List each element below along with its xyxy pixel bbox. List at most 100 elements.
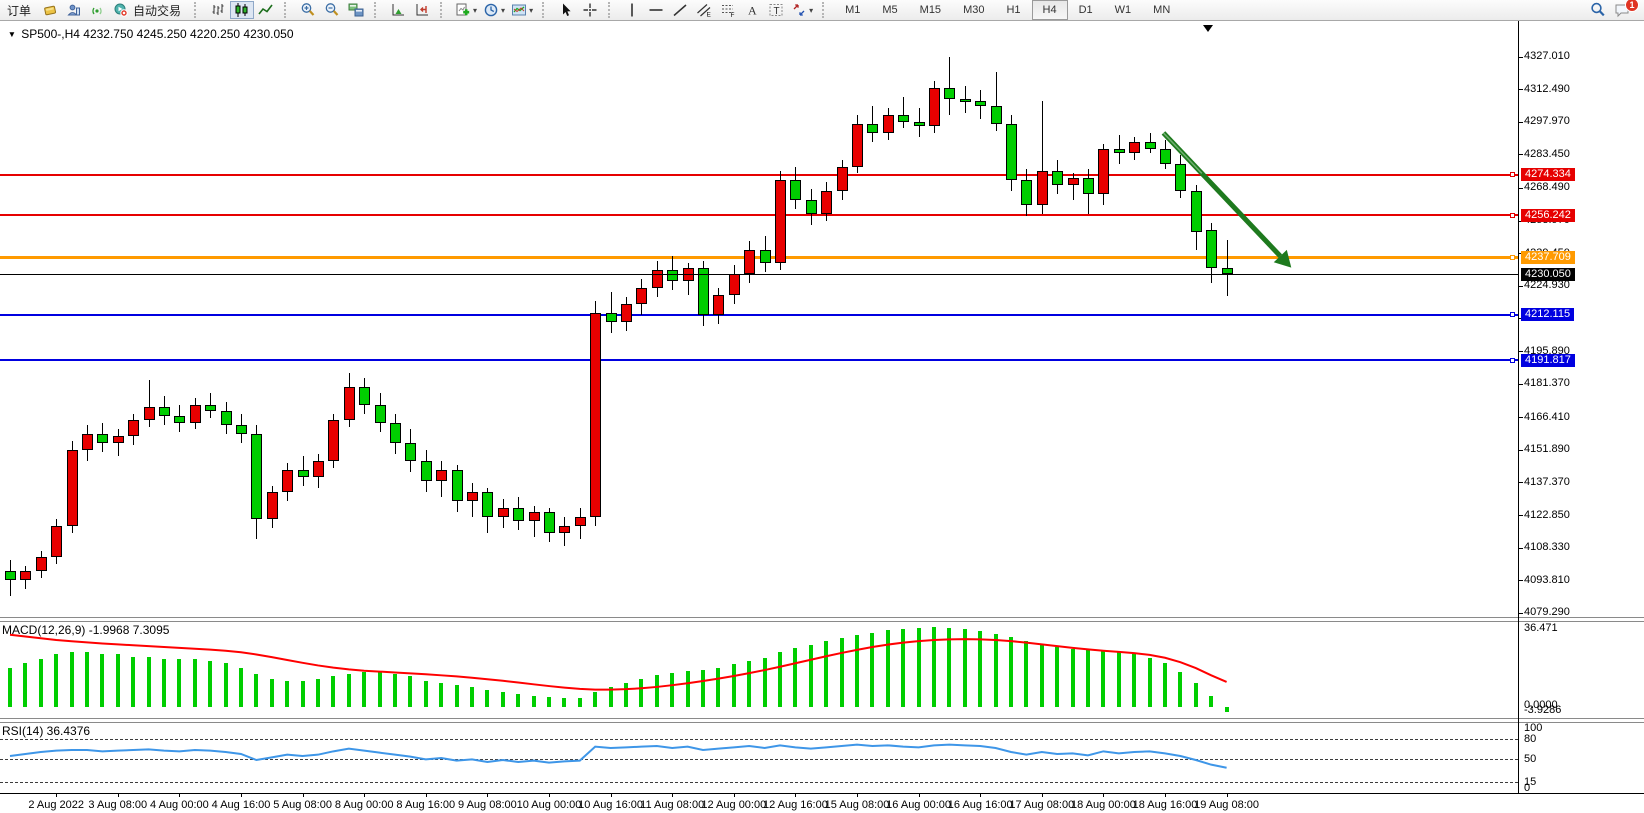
price-axis-tick-mark	[1519, 482, 1523, 484]
trendline-button[interactable]	[668, 1, 692, 19]
candle-down	[390, 422, 401, 443]
chevron-down-icon: ▾	[473, 5, 478, 15]
candle-down	[544, 512, 555, 533]
candle-up	[1129, 141, 1141, 154]
line-chart-button[interactable]	[254, 1, 278, 19]
price-axis-tick-label: 4093.810	[1524, 573, 1570, 586]
channel-button[interactable]: E	[692, 1, 716, 19]
rsi-line	[9, 743, 1227, 769]
candle-up	[1067, 177, 1079, 185]
search-button[interactable]	[1586, 1, 1610, 19]
periods-button[interactable]: ▾	[480, 1, 508, 19]
timeframe-m1[interactable]: M1	[834, 0, 871, 20]
candle-down	[1206, 229, 1218, 268]
candle-down	[1221, 268, 1233, 275]
new-chart-button[interactable]: ▾	[452, 1, 480, 19]
horizontal-level-line[interactable]	[0, 359, 1518, 362]
macd-histogram-bar	[1116, 652, 1121, 708]
templates-button[interactable]: ▾	[508, 1, 536, 19]
indicator-lines-overlay	[9, 131, 1292, 769]
autoscroll-button[interactable]	[386, 1, 410, 19]
timeframe-h1[interactable]: H1	[995, 0, 1031, 20]
price-axis-tick-mark	[1519, 515, 1523, 517]
time-axis-tick-mark	[918, 793, 920, 797]
zoom-in-button[interactable]	[296, 1, 320, 19]
horizontal-level-line[interactable]	[0, 313, 1518, 316]
macd-histogram-bar	[69, 652, 74, 708]
macd-histogram-bar	[377, 672, 382, 708]
timeframe-d1[interactable]: D1	[1068, 0, 1104, 20]
text-button[interactable]: A	[740, 1, 764, 19]
zoom-out-button[interactable]	[320, 1, 344, 19]
timeframe-m5[interactable]: M5	[871, 0, 908, 20]
arrows-button[interactable]: ▾	[788, 1, 816, 19]
macd-histogram-bar	[1070, 648, 1075, 708]
candle-down	[1083, 177, 1094, 194]
crosshair-button[interactable]	[578, 1, 602, 19]
time-axis-label: 9 Aug 08:00	[458, 799, 517, 811]
new-order-icon[interactable]	[38, 1, 62, 19]
candle-down	[220, 411, 232, 425]
time-axis-tick-mark	[1041, 793, 1043, 797]
chart-shift-button[interactable]	[410, 1, 434, 19]
horizontal-level-line[interactable]	[0, 214, 1518, 217]
level-price-label: 4256.242	[1521, 208, 1575, 222]
autotrading-button[interactable]: 自动交易	[110, 1, 188, 19]
signals-icon[interactable]	[86, 1, 110, 19]
hline-svg	[649, 9, 663, 11]
macd-histogram-bar	[300, 680, 305, 708]
timeframe-m15-label: M15	[919, 4, 942, 16]
timeframe-h1-label: H1	[1006, 4, 1021, 16]
crosshair-svg	[583, 3, 597, 17]
candle-down	[174, 415, 186, 423]
text-label-button[interactable]: T	[764, 1, 788, 19]
timeframe-mn[interactable]: MN	[1142, 0, 1181, 20]
price-axis-tick-label: 4195.890	[1524, 344, 1570, 357]
time-axis-label: 18 Aug 16:00	[1132, 799, 1198, 811]
horizontal-line-button[interactable]	[644, 1, 668, 19]
candle-up	[775, 180, 786, 264]
candle-down	[513, 507, 525, 522]
macd-histogram-bar	[439, 682, 444, 708]
timeframe-h4[interactable]: H4	[1031, 0, 1068, 20]
fibonacci-button[interactable]: F	[716, 1, 740, 19]
autotrading-svg	[114, 3, 128, 17]
candle-wick	[1226, 240, 1228, 297]
market-icon[interactable]	[62, 1, 86, 19]
candlestick-button[interactable]	[230, 1, 255, 19]
candle-down	[913, 121, 925, 127]
vline-svg	[631, 3, 633, 17]
macd-histogram-bar	[1086, 650, 1090, 708]
macd-histogram-bar	[1055, 646, 1060, 708]
candle-wick	[117, 429, 119, 457]
time-axis-label: 17 Aug 08:00	[1009, 799, 1075, 811]
horizontal-level-line[interactable]	[0, 173, 1518, 176]
macd-histogram-bar	[855, 634, 859, 708]
macd-histogram-bar	[131, 656, 136, 708]
chart-symbol-period: SP500-,H4	[21, 27, 80, 41]
macd-histogram-bar	[577, 698, 582, 708]
horizontal-level-line[interactable]	[0, 255, 1518, 259]
rsi-scale-label: 0	[1524, 782, 1531, 794]
chart-window[interactable]: ▼ SP500-,H4 4232.750 4245.250 4220.250 4…	[0, 21, 1644, 813]
pane-separator-rsi[interactable]	[0, 718, 1644, 723]
order-button[interactable]: 订单	[0, 1, 38, 19]
timeframe-m30[interactable]: M30	[952, 0, 995, 20]
cursor-svg	[563, 3, 571, 16]
chart-shift-marker-icon	[1203, 25, 1213, 32]
notifications-button[interactable]: 1	[1610, 0, 1639, 19]
price-axis-tick-label: 4327.010	[1524, 50, 1570, 63]
timeframe-m15[interactable]: M15	[909, 0, 952, 20]
candle-wick	[903, 97, 905, 129]
chevron-down-icon: ▾	[501, 5, 506, 15]
macd-histogram-bar	[1147, 657, 1152, 708]
tile-windows-button[interactable]	[344, 1, 368, 19]
vertical-line-button[interactable]	[620, 1, 644, 19]
timeframe-w1[interactable]: W1	[1104, 0, 1143, 20]
candle-up	[744, 249, 756, 275]
cursor-button[interactable]	[554, 1, 578, 19]
timeframe-mn-label: MN	[1153, 4, 1171, 16]
bar-chart-button[interactable]	[206, 1, 230, 19]
candle-wick	[533, 505, 535, 538]
pane-separator-macd[interactable]	[0, 617, 1644, 622]
